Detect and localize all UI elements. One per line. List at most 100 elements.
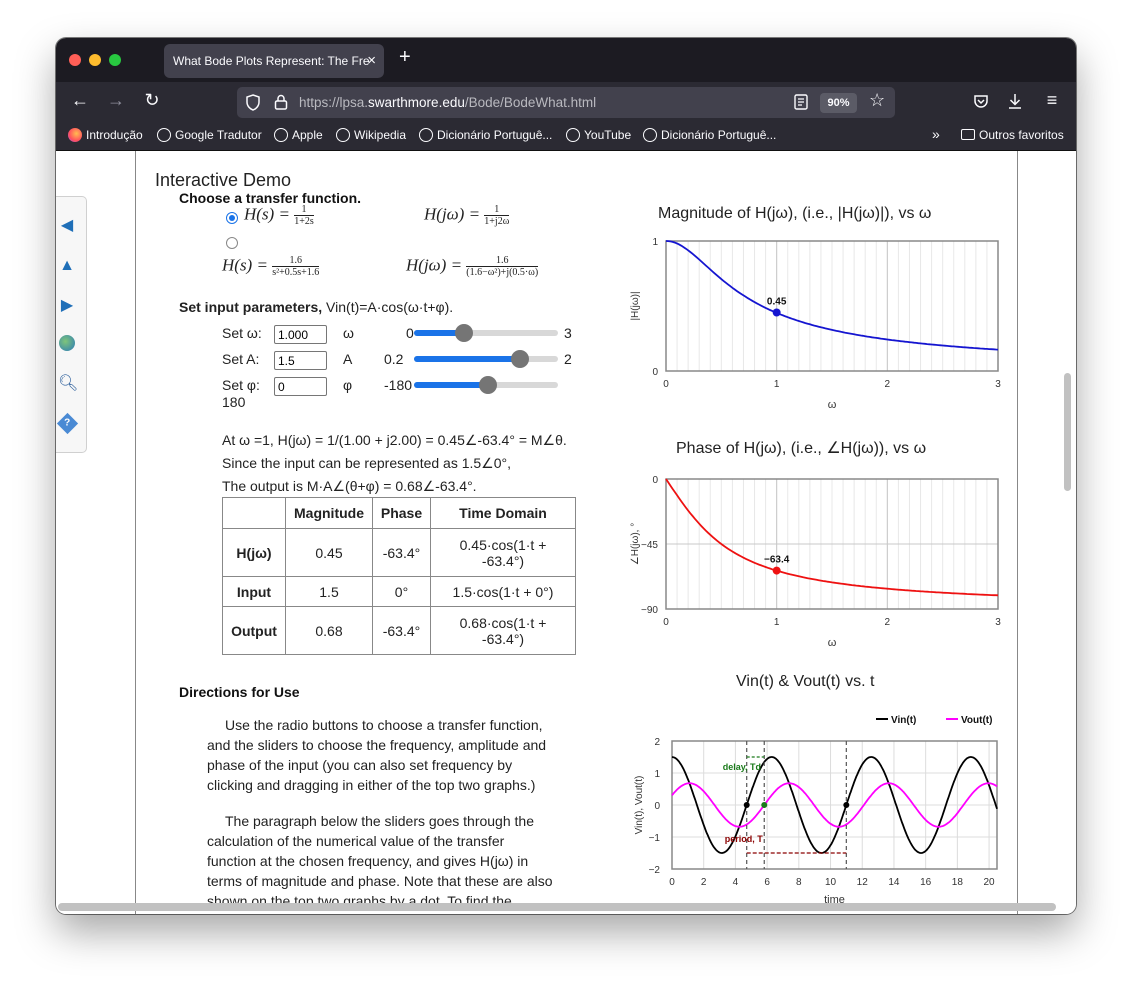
slider-thumb[interactable] [454, 324, 473, 342]
param-slider[interactable] [414, 324, 558, 342]
tf1-jw-equation: H(jω) = 1 1+j2ω [424, 204, 510, 227]
folder-icon [961, 129, 975, 140]
row-magnitude: 0.45 [285, 528, 373, 577]
param-max: 2 [564, 351, 572, 367]
arrow-right-icon[interactable]: ▶ [60, 297, 74, 314]
x-tick-label: 0 [663, 617, 669, 628]
x-axis-label: ω [828, 637, 837, 649]
browser-window: What Bode Plots Represent: The Fre × + ←… [56, 38, 1076, 914]
bookmark-star-icon[interactable]: ☆ [869, 90, 886, 110]
series-line [665, 478, 999, 597]
series-line [665, 240, 999, 351]
globe-icon [336, 128, 350, 142]
tab-title: What Bode Plots Represent: The Fre [173, 54, 370, 68]
x-tick-label: 0 [669, 877, 675, 888]
param-slider[interactable] [414, 376, 558, 394]
row-phase: -63.4° [372, 606, 431, 655]
tab-active[interactable]: What Bode Plots Represent: The Fre × [164, 44, 384, 78]
period-crossing-dot [843, 802, 850, 808]
slider-thumb[interactable] [510, 350, 529, 368]
slider-fill [414, 382, 486, 388]
reader-view-icon[interactable] [794, 94, 808, 110]
zoom-window-button[interactable] [109, 54, 121, 66]
horizontal-scrollbar[interactable] [58, 903, 1056, 911]
url-text: https://lpsa.swarthmore.edu/Bode/BodeWha… [299, 95, 597, 110]
bookmark-introducao[interactable]: Introdução [68, 128, 143, 142]
address-bar[interactable]: https://lpsa.swarthmore.edu/Bode/BodeWha… [237, 87, 895, 118]
bookmark-dicionario-2[interactable]: Dicionário Portuguê... [643, 128, 776, 142]
tab-close-icon[interactable]: × [367, 52, 376, 69]
legend-entry: Vout(t) [961, 715, 992, 726]
shield-icon[interactable] [245, 94, 261, 111]
tf-radio-second-order[interactable] [226, 237, 238, 249]
marker-dot [772, 566, 781, 575]
results-table: Magnitude Phase Time Domain H(jω) 0.45 -… [222, 497, 576, 655]
arrow-left-icon[interactable]: ◀ [60, 217, 74, 234]
phase-chart[interactable]: 0 1 2 3 0 −45 −90 ω ∠H(jω), ° −63.4 [616, 469, 1011, 649]
x-tick-label: 12 [857, 877, 869, 888]
nav-bar: ← → ↻ https://lpsa.swarthmore.edu/Bode/B… [56, 82, 1076, 122]
magnitude-chart[interactable]: 0 1 2 3 0 1 ω |H(jω)| 0.45 [616, 231, 1011, 411]
firefox-icon [68, 128, 82, 142]
arrow-up-icon[interactable]: ▲ [59, 257, 75, 274]
minimize-window-button[interactable] [89, 54, 101, 66]
table-row: Input 1.5 0° 1.5·cos(1·t + 0°) [222, 576, 576, 607]
tf-radio-first-order[interactable] [226, 212, 238, 224]
bookmark-apple[interactable]: Apple [274, 128, 323, 142]
x-tick-label: 6 [764, 877, 770, 888]
other-bookmarks[interactable]: Outros favoritos [961, 128, 1064, 142]
row-name: H(jω) [222, 528, 286, 577]
bookmark-wikipedia[interactable]: Wikipedia [336, 128, 406, 142]
pocket-icon[interactable] [973, 94, 989, 110]
magnitude-chart-title: Magnitude of H(jω), (i.e., |H(jω)|), vs … [658, 205, 932, 222]
calc-line-2: Since the input can be represented as 1.… [222, 455, 512, 471]
param-slider[interactable] [414, 350, 558, 368]
back-icon[interactable]: ← [71, 90, 89, 110]
download-icon[interactable] [1007, 93, 1023, 110]
x-tick-label: 14 [888, 877, 900, 888]
x-tick-label: 4 [733, 877, 739, 888]
row-time-domain: 0.68·cos(1·t + -63.4°) [430, 606, 576, 655]
forward-icon[interactable]: → [107, 90, 125, 110]
tf2-jw-equation: H(jω) = 1.6 (1.6−ω²)+j(0.5·ω) [406, 255, 539, 278]
close-window-button[interactable] [69, 54, 81, 66]
bookmark-google-tradutor[interactable]: Google Tradutor [157, 128, 262, 142]
menu-icon[interactable]: ≡ [1046, 90, 1058, 110]
page-frame: Interactive Demo Choose a transfer funct… [135, 151, 1018, 914]
param-input[interactable] [274, 351, 327, 370]
help-icon[interactable]: ? [56, 412, 78, 435]
series-line [671, 782, 998, 828]
param-symbol: ω [343, 325, 354, 341]
row-phase: -63.4° [372, 528, 431, 577]
globe-icon[interactable] [58, 335, 76, 353]
y-tick-label: 0 [652, 367, 658, 378]
param-input[interactable] [274, 377, 327, 396]
x-tick-label: 20 [984, 877, 996, 888]
bookmark-dicionario-1[interactable]: Dicionário Portuguê... [419, 128, 552, 142]
series-line [671, 756, 998, 854]
x-tick-label: 3 [995, 617, 1001, 628]
x-axis-label: ω [828, 399, 837, 411]
magnifier-icon[interactable]: 🔍︎ [58, 375, 79, 392]
y-axis-label: |H(jω)| [630, 291, 641, 320]
slider-thumb[interactable] [479, 376, 497, 394]
y-tick-label: 2 [654, 737, 660, 748]
bookmark-youtube[interactable]: YouTube [566, 128, 631, 142]
phase-chart-title: Phase of H(jω), (i.e., ∠H(jω)), vs ω [676, 440, 927, 457]
overflow-chevron-icon[interactable]: » [932, 126, 940, 142]
input-crossing-dot [743, 802, 750, 808]
zoom-level[interactable]: 90% [820, 93, 857, 113]
param-input[interactable] [274, 325, 327, 344]
lock-icon[interactable] [274, 94, 288, 111]
param-label: Set A: [222, 351, 260, 367]
directions-paragraph-2: The paragraph below the sliders goes thr… [207, 813, 553, 909]
row-name: Input [222, 576, 286, 607]
page-content: ◀ ▲ ▶ 🔍︎ ? Interactive Demo Choose a tra… [56, 151, 1076, 914]
new-tab-icon[interactable]: + [399, 46, 411, 68]
vertical-scrollbar[interactable] [1064, 373, 1071, 491]
reload-icon[interactable]: ↻ [144, 90, 160, 110]
table-header-phase: Phase [372, 497, 431, 529]
x-tick-label: 2 [885, 379, 891, 390]
x-tick-label: 2 [885, 617, 891, 628]
